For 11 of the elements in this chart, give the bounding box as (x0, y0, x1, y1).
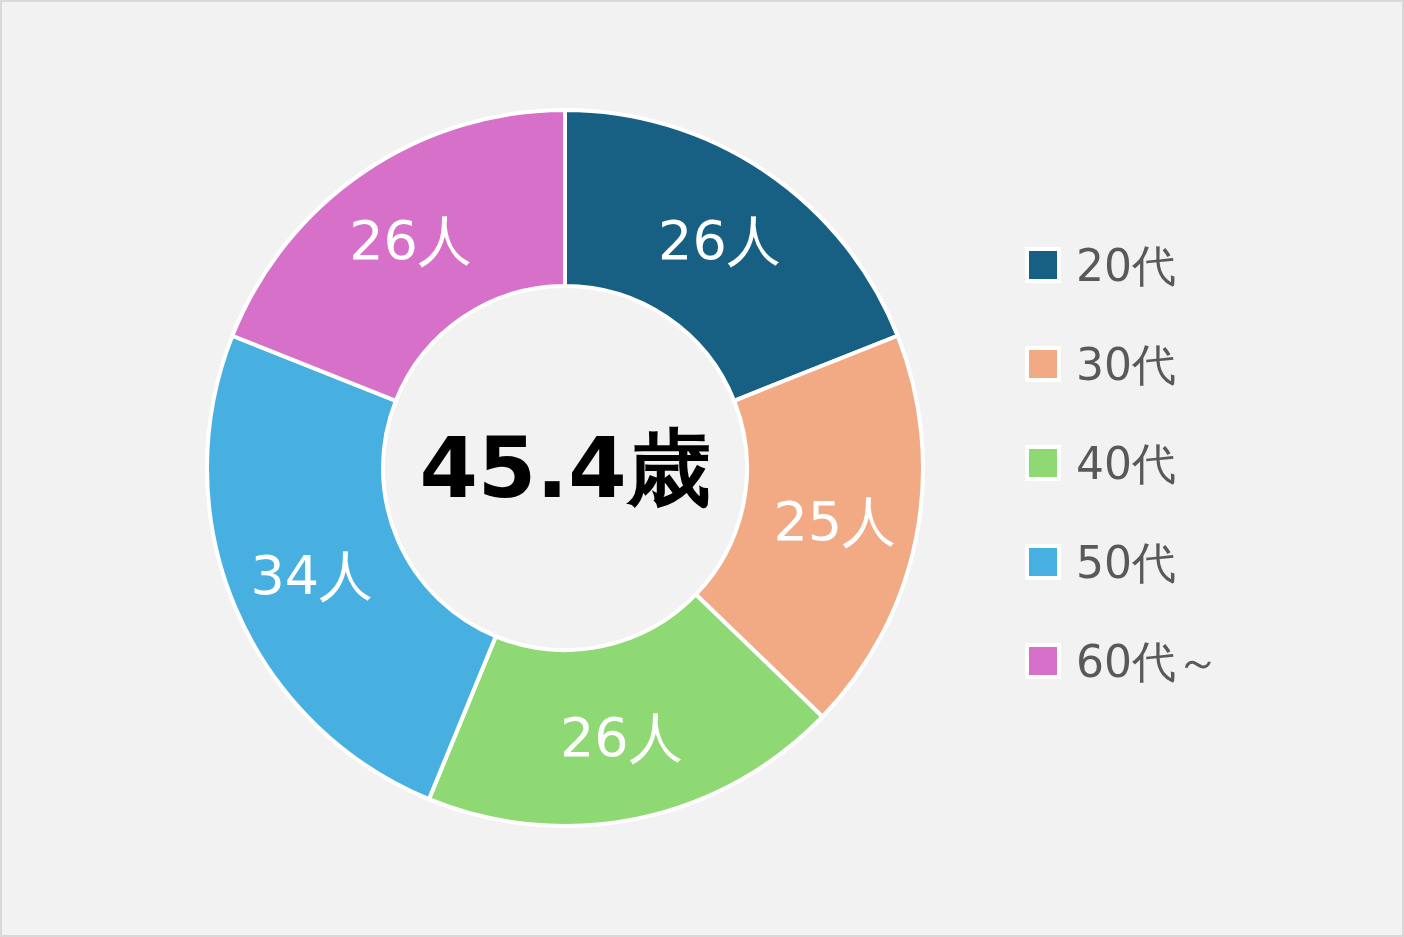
data-label: 25人 (773, 489, 897, 553)
data-label: 26人 (349, 208, 472, 272)
data-label: 26人 (658, 208, 781, 272)
legend-label: 50代 (1076, 536, 1176, 588)
legend-label: 40代 (1076, 437, 1176, 489)
data-label: 26人 (559, 705, 683, 769)
legend-label: 20代 (1076, 239, 1176, 291)
data-label: 34人 (250, 543, 374, 607)
legend-label: 60代～ (1076, 635, 1220, 687)
text: 45.4歳 (419, 419, 711, 517)
legend-label: 30代 (1076, 338, 1176, 390)
